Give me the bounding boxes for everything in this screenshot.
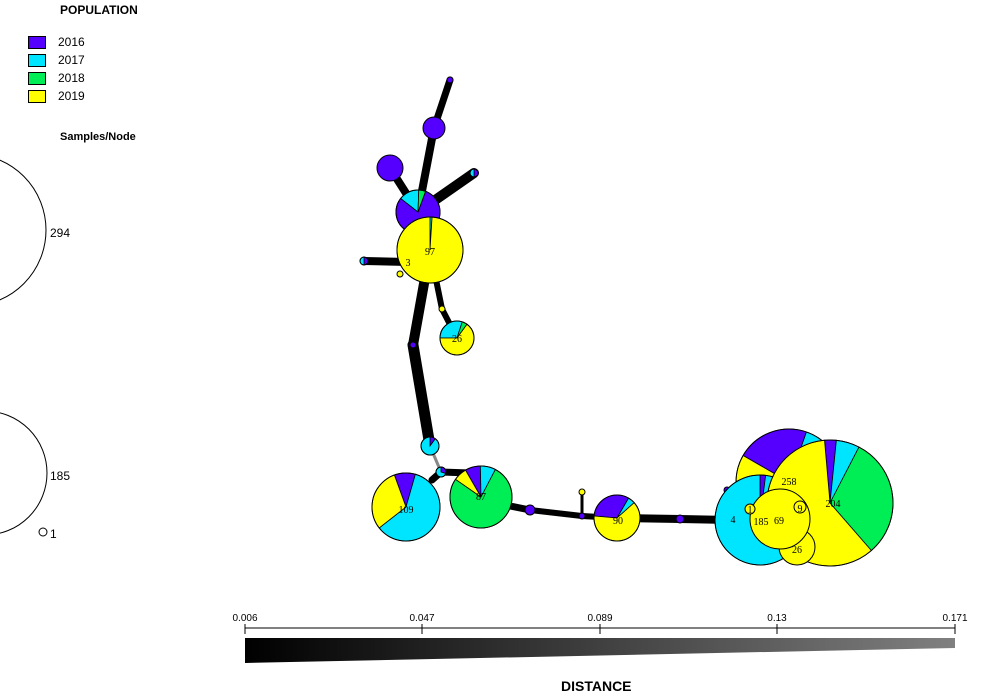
pie-node-n-mid-purple [409, 341, 417, 349]
pie-node-n-cyan-tiny [435, 466, 447, 478]
legend-item-2018: 2018 [28, 70, 85, 86]
size-ref-circle-small [38, 527, 48, 537]
legend-swatch-2016 [28, 35, 46, 49]
legend-label-2019: 2019 [58, 89, 85, 103]
legend-label-2018: 2018 [58, 71, 85, 85]
node-label-4: 4 [731, 515, 736, 526]
pie-node-n-top-mid [422, 116, 446, 140]
pie-node-n-left-tip [359, 256, 369, 266]
pie-node-n-node-582 [578, 512, 586, 520]
node-label-109: 109 [399, 505, 414, 516]
pie-node-n-90 [593, 494, 641, 542]
node-label-26-upper: 26 [452, 334, 462, 345]
population-legend-title: POPULATION [60, 3, 138, 17]
node-label-26-lower: 26 [792, 545, 802, 556]
node-label-9: 9 [798, 504, 803, 515]
node-label-185: 185 [754, 517, 769, 528]
pie-node-n-97 [396, 216, 464, 284]
node-labels: 97 3 26 109 87 90 258 4 185 69 9 204 26 … [399, 247, 841, 556]
pie-node-n-right-tip [469, 168, 479, 178]
pie-node-n-87 [449, 465, 513, 529]
legend-label-2017: 2017 [58, 53, 85, 67]
legend-item-2016: 2016 [28, 34, 85, 50]
node-label-97: 97 [425, 247, 435, 258]
pie-node-n-109 [371, 472, 441, 542]
distance-title: DISTANCE [561, 678, 632, 694]
pie-node-n-26-upper [439, 320, 475, 356]
size-ref-circle-large [0, 159, 47, 301]
pie-node-n-cyan-small [420, 436, 440, 456]
node-label-87: 87 [476, 492, 486, 503]
node-label-1: 1 [748, 505, 753, 516]
size-ref-label-medium: 185 [50, 469, 71, 483]
size-ref-label-large: 294 [50, 226, 71, 240]
pie-node-n-9 [793, 500, 807, 514]
pie-node-n-1 [744, 503, 756, 515]
legend-item-2019: 2019 [28, 88, 85, 104]
legend-label-2016: 2016 [58, 35, 85, 49]
node-label-204: 204 [826, 499, 841, 510]
pie-node-n-top-tip [446, 76, 454, 84]
node-label-90: 90 [613, 516, 623, 527]
scale-tick-2: 0.089 [587, 613, 613, 624]
node-label-258: 258 [782, 477, 797, 488]
samples-per-node-title: Samples/Node [60, 131, 136, 143]
scale-tick-1: 0.047 [409, 613, 435, 624]
node-label-3: 3 [406, 258, 411, 269]
legend-swatch-2018 [28, 71, 46, 85]
legend-item-2017: 2017 [28, 52, 85, 68]
pie-node-n-left-upper [376, 154, 404, 182]
node-label-69: 69 [774, 516, 784, 527]
distance-gradient-wedge [245, 638, 955, 663]
scale-tick-0: 0.006 [232, 613, 258, 624]
pie-node-n-tiny-yellow [396, 270, 404, 278]
legend-swatch-2019 [28, 89, 46, 103]
size-ref-label-small: 1 [50, 527, 57, 541]
pie-node-n-yellow-pin [578, 488, 586, 496]
pie-node-n-680 [675, 514, 685, 524]
distance-scale [244, 624, 956, 663]
pie-node-n-mid2 [524, 504, 536, 516]
network-nodes [359, 76, 894, 567]
pie-node-n-small-y [438, 305, 446, 313]
network-edges [360, 76, 759, 524]
scale-tick-4: 0.171 [942, 613, 968, 624]
legend-swatch-2017 [28, 53, 46, 67]
scale-tick-3: 0.13 [767, 613, 787, 624]
size-ref-circle-medium [0, 412, 48, 534]
